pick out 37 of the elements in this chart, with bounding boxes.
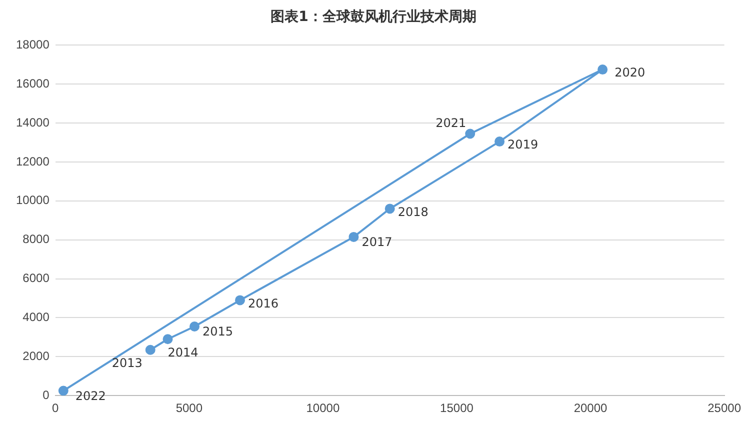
point — [465, 128, 476, 139]
x-tick-label: 5000 — [176, 401, 203, 416]
x-tick-label: 20000 — [574, 401, 608, 416]
y-tick-label: 4000 — [22, 310, 50, 324]
y-tick-label: 14000 — [16, 115, 50, 130]
y-tick-label: 2000 — [22, 348, 50, 363]
annotation: 2021 — [436, 116, 466, 130]
chart-title: 图表1：全球鼓风机行业技术周期 — [270, 8, 478, 27]
point — [190, 321, 200, 332]
x-tick-label: 15000 — [440, 401, 474, 416]
x-tick-label: 0 — [52, 401, 60, 416]
annotation: 2022 — [75, 388, 106, 403]
point — [58, 386, 68, 396]
point — [598, 64, 608, 75]
x-tick-label: 25000 — [708, 401, 742, 416]
annotation: 2018 — [398, 204, 428, 219]
point — [162, 334, 173, 344]
y-tick-label: 10000 — [16, 193, 50, 208]
point — [235, 295, 245, 306]
point — [348, 232, 359, 242]
annotation: 2019 — [508, 138, 538, 152]
point — [384, 204, 395, 214]
annotation: 2017 — [362, 235, 392, 250]
y-tick-label: 0 — [42, 388, 50, 402]
annotation: 2015 — [202, 324, 234, 339]
y-tick-label: 8000 — [22, 232, 50, 246]
y-tick-label: 6000 — [22, 271, 50, 286]
y-tick-label: 18000 — [16, 38, 50, 52]
annotation: 2014 — [168, 345, 198, 360]
annotation: 2016 — [248, 296, 279, 310]
point — [145, 344, 156, 355]
annotation: 2013 — [112, 356, 142, 370]
x-tick-label: 10000 — [306, 401, 340, 416]
y-tick-label: 12000 — [16, 154, 50, 168]
annotation: 2020 — [614, 66, 646, 80]
point — [494, 136, 505, 147]
y-tick-label: 16000 — [16, 76, 50, 90]
